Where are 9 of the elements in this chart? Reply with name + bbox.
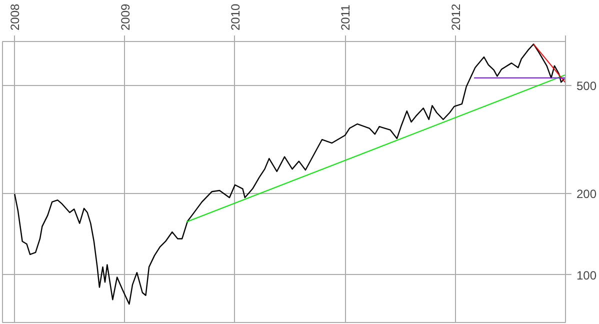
y-tick-label: 100 (576, 268, 597, 282)
x-tick-label: 2012 (448, 3, 463, 30)
x-tick-label: 2010 (228, 3, 242, 30)
x-tick-label: 2008 (8, 3, 22, 30)
x-tick-label: 2011 (338, 4, 353, 30)
line-series (14, 44, 565, 305)
y-tick-label: 500 (576, 79, 597, 94)
x-tick-label: 2009 (118, 3, 132, 30)
y-tick-label: 200 (576, 186, 597, 201)
